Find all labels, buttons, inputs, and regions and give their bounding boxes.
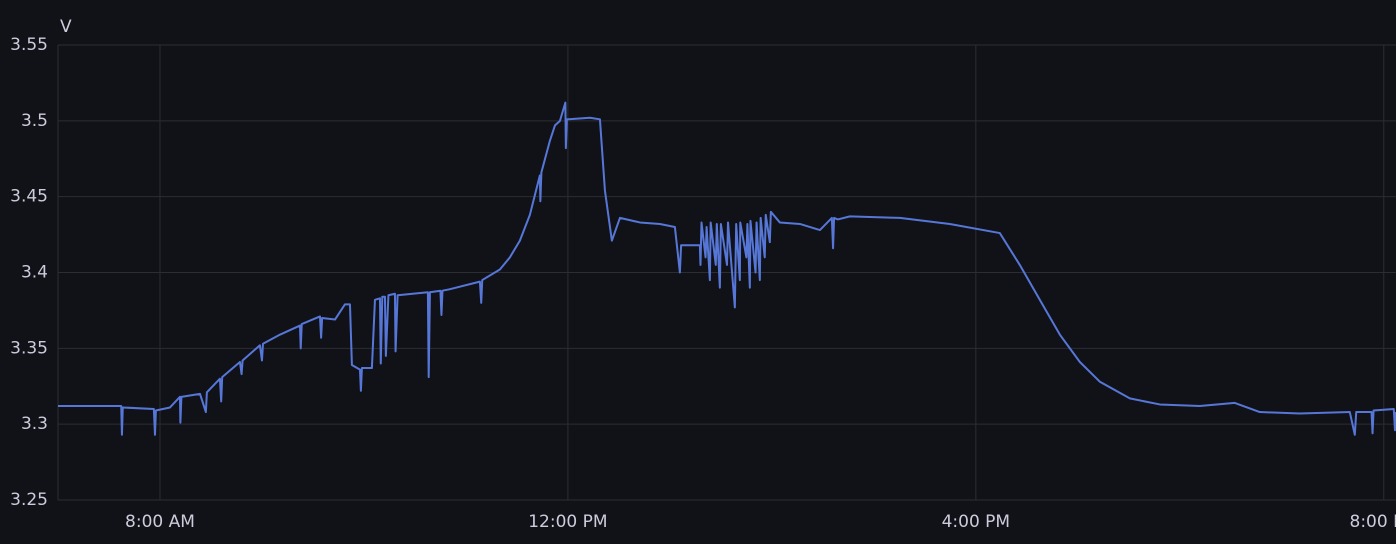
y-tick-label: 3.35 (10, 338, 48, 358)
x-tick-label: 8:00 PM (1350, 512, 1396, 532)
y-tick-label: 3.25 (10, 490, 48, 510)
x-tick-label: 4:00 PM (942, 512, 1011, 532)
y-tick-label: 3.4 (21, 263, 48, 283)
y-tick-label: 3.55 (10, 35, 48, 55)
y-tick-label: 3.5 (21, 111, 48, 131)
y-tick-label: 3.45 (10, 187, 48, 207)
x-tick-label: 8:00 AM (125, 512, 195, 532)
y-axis-unit: V (60, 17, 72, 37)
data-line (58, 101, 1396, 436)
y-tick-label: 3.3 (21, 414, 48, 434)
x-tick-label: 12:00 PM (528, 512, 607, 532)
